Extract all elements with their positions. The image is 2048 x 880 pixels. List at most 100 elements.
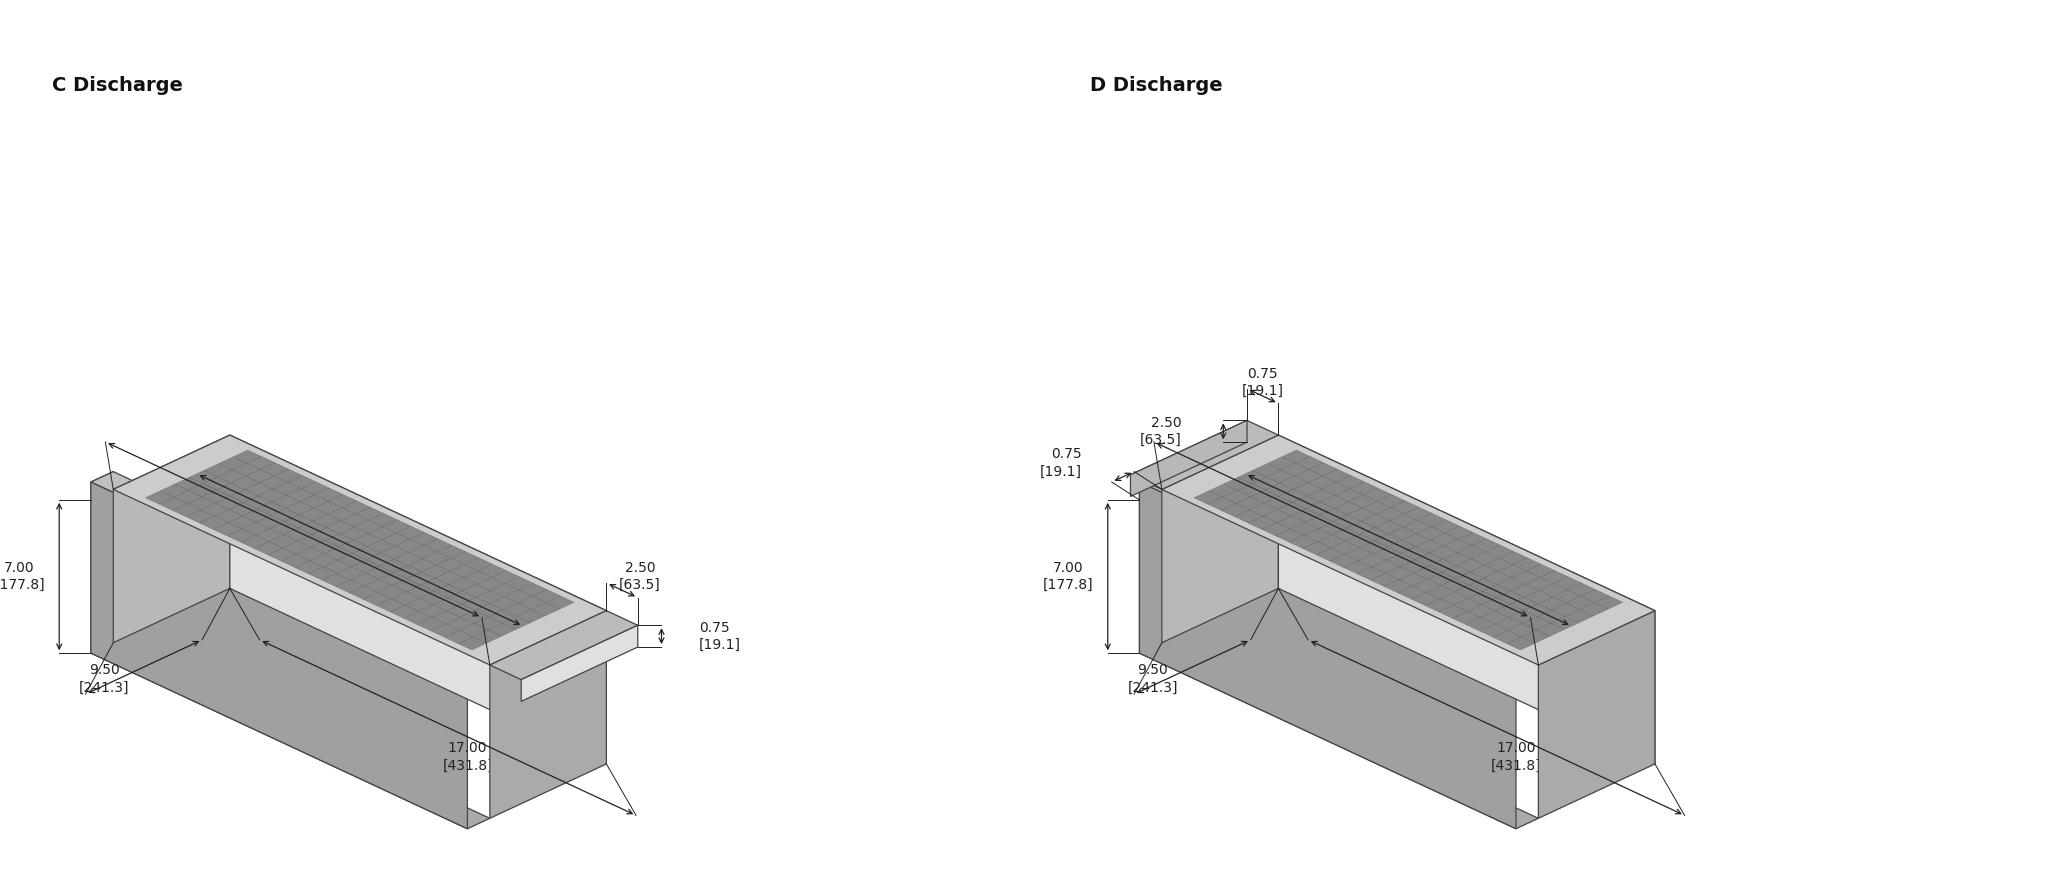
Text: 17.00
[431.8]: 17.00 [431.8]: [1491, 742, 1542, 773]
Polygon shape: [1458, 532, 1487, 546]
Polygon shape: [1290, 522, 1319, 535]
Polygon shape: [315, 488, 342, 502]
Polygon shape: [1452, 612, 1481, 625]
Polygon shape: [299, 521, 326, 534]
Polygon shape: [1251, 490, 1278, 503]
Polygon shape: [215, 510, 244, 523]
Polygon shape: [367, 553, 395, 566]
Polygon shape: [1526, 564, 1554, 577]
Polygon shape: [436, 559, 465, 571]
Polygon shape: [1540, 570, 1569, 583]
Polygon shape: [444, 630, 473, 643]
Polygon shape: [174, 490, 203, 503]
Polygon shape: [504, 603, 530, 616]
Polygon shape: [217, 470, 246, 483]
Polygon shape: [516, 610, 545, 623]
Polygon shape: [203, 477, 231, 490]
Polygon shape: [1427, 573, 1456, 585]
Polygon shape: [201, 517, 227, 530]
Polygon shape: [244, 509, 270, 522]
Polygon shape: [270, 522, 299, 535]
Polygon shape: [391, 605, 418, 619]
Polygon shape: [1364, 488, 1391, 502]
Polygon shape: [301, 495, 328, 508]
Polygon shape: [446, 605, 475, 617]
Text: C Discharge: C Discharge: [51, 76, 182, 95]
Polygon shape: [328, 508, 356, 521]
Polygon shape: [1454, 598, 1481, 612]
Polygon shape: [260, 463, 289, 476]
Polygon shape: [1524, 590, 1552, 604]
Polygon shape: [506, 577, 532, 590]
Polygon shape: [1251, 477, 1280, 490]
Polygon shape: [1221, 503, 1249, 517]
Polygon shape: [1208, 484, 1237, 497]
Polygon shape: [1493, 630, 1522, 643]
Polygon shape: [1481, 611, 1509, 624]
Polygon shape: [1374, 521, 1403, 534]
Polygon shape: [268, 548, 297, 561]
Polygon shape: [1194, 491, 1223, 504]
Polygon shape: [395, 539, 424, 553]
Polygon shape: [1161, 435, 1278, 642]
Polygon shape: [1278, 489, 1307, 502]
Polygon shape: [285, 502, 313, 515]
Polygon shape: [1483, 584, 1511, 598]
Polygon shape: [1266, 483, 1294, 496]
Polygon shape: [446, 617, 473, 630]
Polygon shape: [381, 533, 410, 546]
Polygon shape: [1456, 559, 1485, 572]
Polygon shape: [1466, 605, 1495, 618]
Polygon shape: [1335, 488, 1364, 502]
Polygon shape: [1249, 517, 1276, 530]
Polygon shape: [1333, 502, 1362, 515]
Polygon shape: [299, 508, 328, 521]
Polygon shape: [1554, 577, 1581, 590]
Polygon shape: [1370, 574, 1399, 587]
Polygon shape: [285, 515, 313, 528]
Polygon shape: [1485, 559, 1513, 571]
Polygon shape: [309, 554, 338, 567]
Polygon shape: [1485, 546, 1513, 559]
Polygon shape: [1262, 523, 1290, 536]
Polygon shape: [1309, 463, 1337, 476]
Polygon shape: [145, 491, 174, 504]
Polygon shape: [393, 579, 420, 592]
Polygon shape: [434, 584, 463, 598]
Polygon shape: [1294, 483, 1321, 496]
Polygon shape: [1360, 528, 1389, 540]
Polygon shape: [1372, 547, 1401, 561]
Polygon shape: [504, 590, 532, 603]
Polygon shape: [1372, 561, 1401, 574]
Polygon shape: [422, 565, 451, 578]
Polygon shape: [475, 604, 504, 617]
Polygon shape: [342, 501, 371, 514]
Text: 9.50
[241.3]: 9.50 [241.3]: [80, 664, 129, 694]
Polygon shape: [369, 514, 397, 526]
Polygon shape: [272, 495, 301, 509]
Polygon shape: [1333, 515, 1362, 528]
Polygon shape: [244, 496, 272, 509]
Polygon shape: [1538, 610, 1565, 623]
Polygon shape: [1481, 598, 1509, 611]
Polygon shape: [369, 526, 397, 539]
Polygon shape: [272, 482, 301, 495]
Polygon shape: [328, 495, 356, 508]
Polygon shape: [393, 566, 422, 579]
Polygon shape: [215, 496, 244, 510]
Polygon shape: [1454, 585, 1483, 598]
Polygon shape: [1376, 495, 1405, 508]
Polygon shape: [473, 617, 502, 630]
Polygon shape: [475, 590, 504, 604]
Polygon shape: [1358, 554, 1386, 567]
Polygon shape: [1386, 540, 1415, 554]
Polygon shape: [1405, 507, 1432, 520]
Polygon shape: [459, 637, 487, 650]
Polygon shape: [379, 560, 408, 573]
Polygon shape: [1513, 558, 1540, 571]
Polygon shape: [205, 464, 231, 477]
Polygon shape: [379, 573, 408, 585]
Polygon shape: [1413, 566, 1442, 579]
Polygon shape: [530, 603, 559, 616]
Polygon shape: [1595, 596, 1622, 609]
